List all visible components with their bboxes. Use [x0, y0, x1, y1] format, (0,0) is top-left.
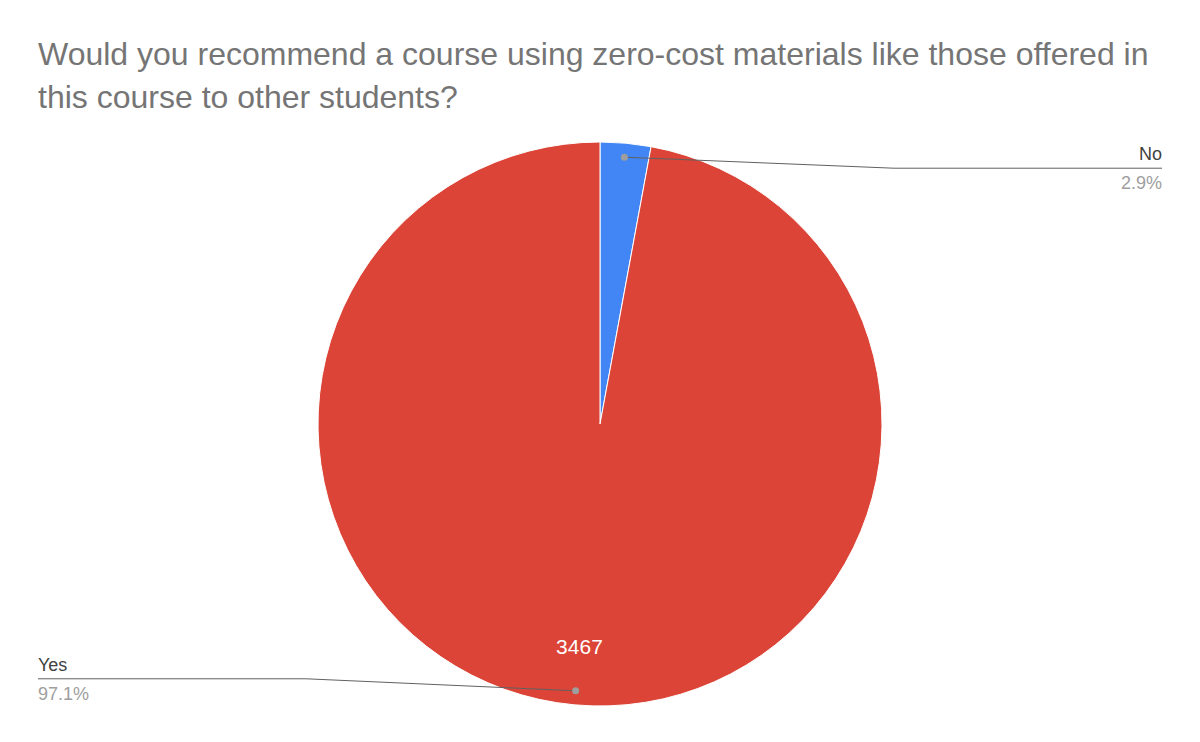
percent-label: 97.1% — [38, 684, 89, 704]
leader-dot — [621, 154, 628, 161]
leader-line — [624, 157, 1162, 168]
percent-label: 2.9% — [1121, 173, 1162, 193]
count-label: 3467 — [556, 635, 603, 658]
pie — [318, 142, 882, 706]
title-line: Would you recommend a course using zero-… — [38, 36, 1148, 72]
slice — [318, 142, 882, 706]
category-label: No — [1139, 144, 1162, 164]
title-line: this course to other students? — [38, 79, 458, 115]
category-label: Yes — [38, 655, 67, 675]
chart: Would you recommend a course using zero-… — [0, 0, 1200, 742]
title: Would you recommend a course using zero-… — [38, 36, 1148, 115]
leader-line — [38, 679, 576, 691]
leader-dot — [572, 687, 579, 694]
labels: No 2.9% Yes 97.1% 3467 — [38, 144, 1162, 704]
